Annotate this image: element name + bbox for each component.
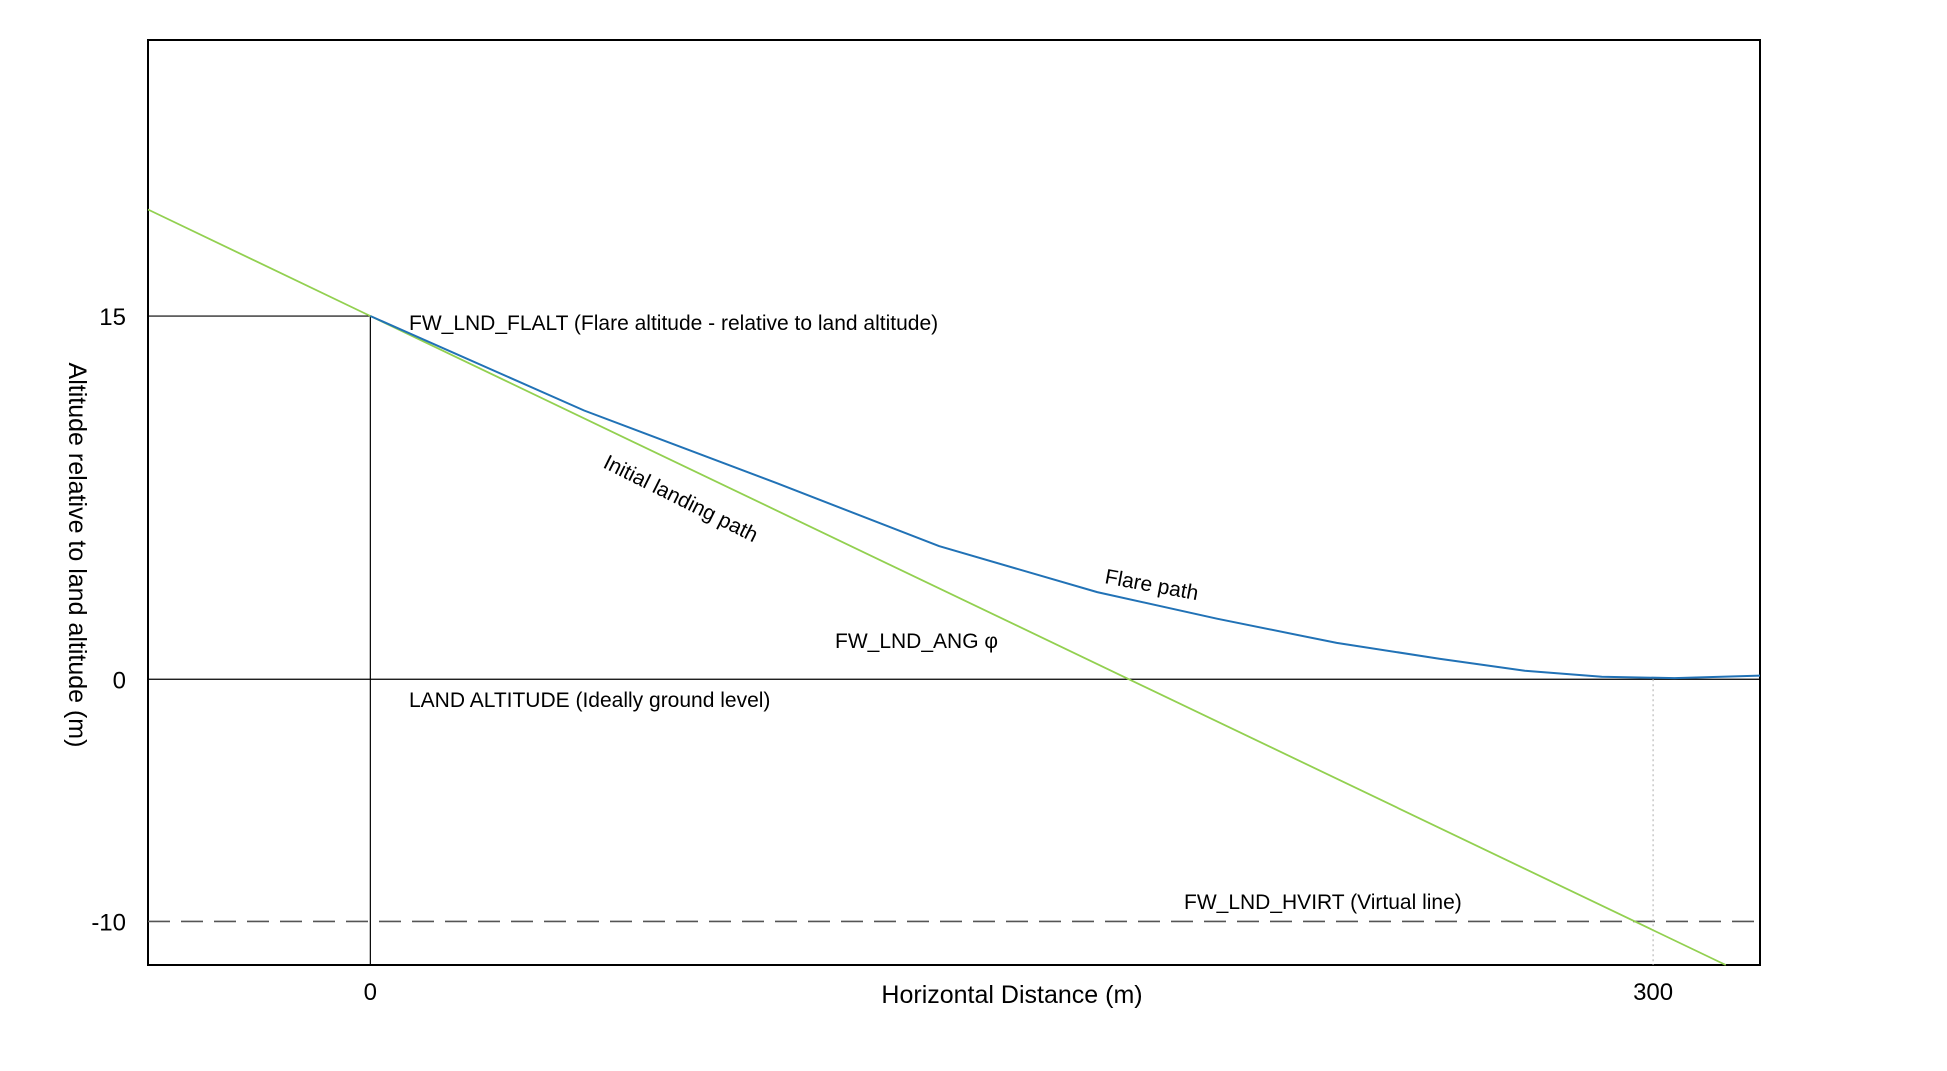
- x-tick-label-0: 0: [364, 979, 377, 1006]
- y-tick-label-0: 0: [113, 667, 126, 694]
- y-tick-label-minus-10: -10: [91, 909, 126, 936]
- flare-path-label: Flare path: [1103, 565, 1200, 605]
- landing-angle-label: FW_LND_ANG φ: [835, 630, 998, 653]
- plot-frame: [147, 39, 1761, 966]
- y-tick-label-15: 15: [99, 304, 126, 331]
- y-axis-title: Altitude relative to land altitude (m): [63, 363, 91, 748]
- x-tick-label-300: 300: [1633, 979, 1673, 1006]
- x-axis-title: Horizontal Distance (m): [881, 981, 1142, 1009]
- land-altitude-label: LAND ALTITUDE (Ideally ground level): [409, 689, 770, 712]
- flare-path-line: [369, 315, 1761, 680]
- flare-altitude-label: FW_LND_FLALT (Flare altitude - relative …: [409, 312, 938, 335]
- virtual-line-label: FW_LND_HVIRT (Virtual line): [1184, 891, 1462, 914]
